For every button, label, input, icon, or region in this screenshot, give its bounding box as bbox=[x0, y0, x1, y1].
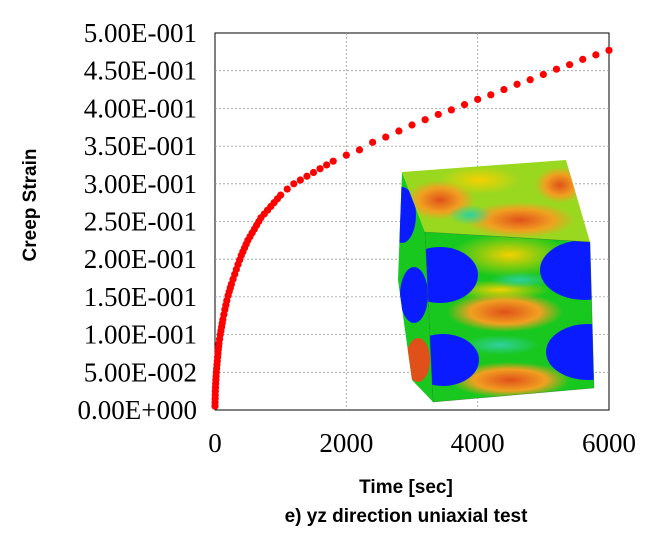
data-point bbox=[513, 80, 521, 88]
data-point-interp bbox=[229, 275, 237, 283]
data-point bbox=[566, 61, 574, 69]
data-point-interp bbox=[273, 195, 281, 203]
x-tick-labels: 0 2000 4000 6000 bbox=[208, 428, 636, 458]
x-tick-label: 2000 bbox=[319, 428, 373, 458]
data-point bbox=[447, 106, 455, 114]
data-point bbox=[408, 121, 416, 129]
y-tick-label: 5.00E-002 bbox=[84, 357, 197, 387]
data-point-interp bbox=[213, 364, 221, 373]
data-point-interp bbox=[211, 383, 220, 391]
data-point-interp bbox=[212, 372, 220, 380]
data-point bbox=[369, 138, 377, 146]
data-point bbox=[395, 127, 403, 135]
data-point-interp bbox=[215, 335, 224, 343]
data-point bbox=[323, 161, 331, 169]
data-point-interp bbox=[217, 327, 225, 335]
y-tick-label: 3.00E-001 bbox=[84, 169, 197, 199]
y-tick-label: 5.00E-001 bbox=[84, 18, 197, 48]
data-point-interp bbox=[248, 229, 256, 237]
data-point-interp bbox=[213, 357, 221, 365]
data-point bbox=[309, 168, 318, 177]
data-point-interp bbox=[255, 217, 263, 226]
y-tick-label: 0.00E+000 bbox=[78, 395, 197, 425]
data-point bbox=[290, 180, 298, 188]
data-point-interp bbox=[239, 248, 247, 256]
fem-cube-inset bbox=[398, 160, 595, 403]
data-point-interp bbox=[218, 319, 226, 327]
data-point-interp bbox=[211, 391, 219, 399]
x-tick-label: 4000 bbox=[451, 428, 505, 458]
data-point bbox=[474, 95, 482, 103]
data-point-interp bbox=[226, 284, 234, 292]
data-point bbox=[303, 172, 311, 180]
data-point bbox=[329, 157, 337, 165]
data-point-interp bbox=[232, 265, 240, 273]
y-tick-label: 2.50E-001 bbox=[84, 207, 197, 237]
y-tick-label: 4.00E-001 bbox=[84, 93, 197, 123]
data-point bbox=[579, 55, 587, 63]
data-series bbox=[211, 46, 613, 410]
data-point bbox=[552, 65, 561, 73]
y-tick-label: 1.50E-001 bbox=[84, 282, 197, 312]
data-point bbox=[316, 165, 324, 173]
data-point bbox=[539, 70, 547, 79]
data-point bbox=[421, 116, 429, 124]
y-axis-title: Creep Strain bbox=[20, 149, 41, 262]
data-point bbox=[434, 110, 442, 119]
x-axis-title: Time [sec] bbox=[359, 477, 453, 498]
y-tick-labels: 0.00E+000 5.00E-002 1.00E-001 1.50E-001 2.00… bbox=[78, 18, 197, 425]
data-point-interp bbox=[236, 256, 244, 264]
data-point-interp bbox=[220, 311, 228, 319]
x-tick-label: 0 bbox=[208, 428, 222, 458]
chart-caption: e) yz direction uniaxial test bbox=[285, 506, 529, 527]
data-point bbox=[460, 101, 469, 109]
data-point-interp bbox=[260, 210, 268, 218]
data-point bbox=[355, 146, 364, 154]
data-point-interp bbox=[211, 398, 219, 407]
data-point bbox=[605, 46, 613, 54]
data-point-interp bbox=[222, 301, 230, 309]
data-point bbox=[592, 51, 600, 59]
x-tick-label: 6000 bbox=[582, 428, 636, 458]
data-point bbox=[500, 85, 508, 94]
y-tick-label: 1.00E-001 bbox=[84, 320, 197, 350]
data-point bbox=[382, 133, 390, 141]
data-point-interp bbox=[215, 343, 223, 351]
data-point bbox=[526, 76, 534, 84]
y-tick-label: 4.50E-001 bbox=[84, 56, 197, 86]
data-point-interp bbox=[242, 240, 250, 248]
y-tick-label: 2.00E-001 bbox=[84, 244, 197, 274]
data-point bbox=[342, 151, 350, 159]
data-point-interp bbox=[214, 349, 222, 358]
y-tick-label: 3.50E-001 bbox=[84, 131, 197, 161]
data-point bbox=[296, 176, 304, 184]
data-point-interp bbox=[267, 202, 275, 211]
data-point bbox=[487, 91, 495, 99]
data-point bbox=[283, 185, 291, 193]
